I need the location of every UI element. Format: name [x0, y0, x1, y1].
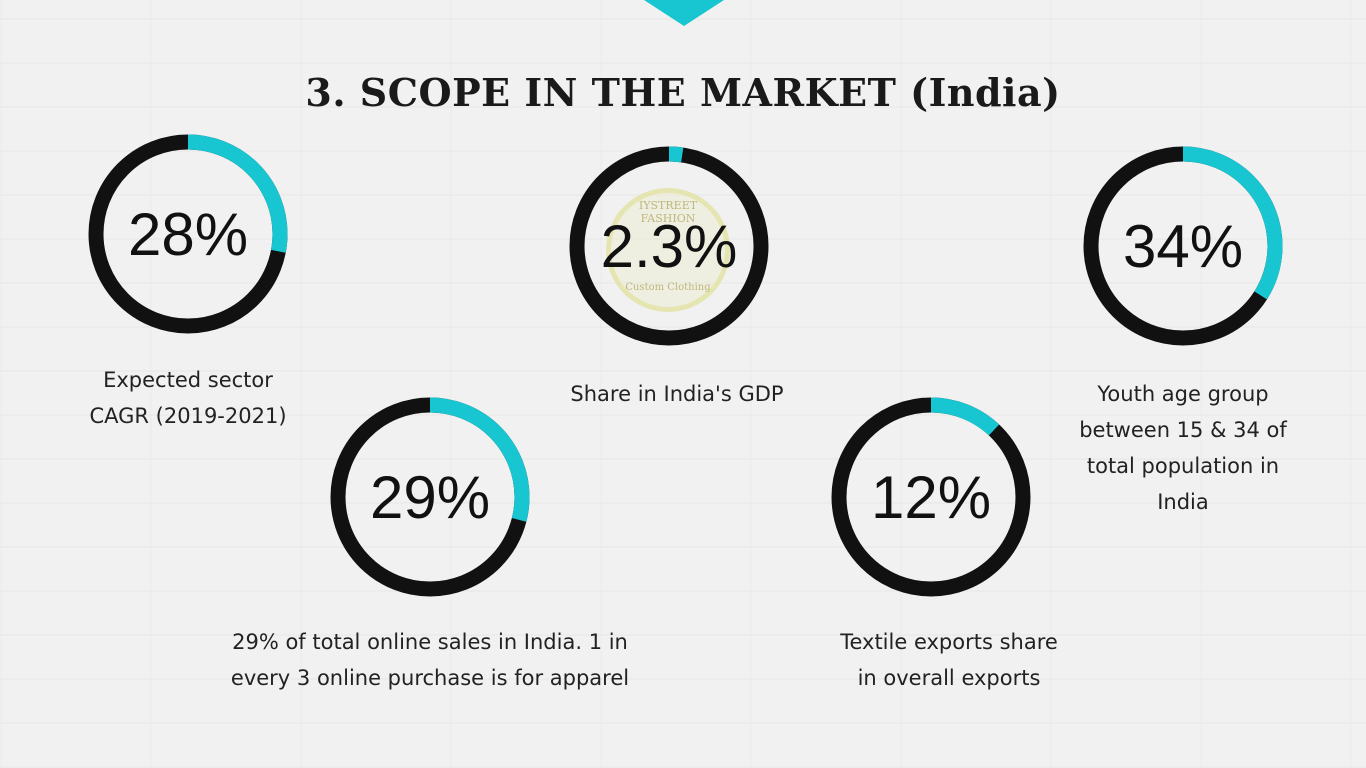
caption-line: in overall exports [857, 666, 1041, 690]
watermark-logo: IYSTREET FASHION Custom Clothing [606, 188, 730, 312]
stat-value: 28% [127, 200, 249, 268]
watermark-bottom-text: Custom Clothing [625, 282, 711, 293]
stat-value: 34% [1122, 212, 1244, 280]
ring-value-arc [831, 397, 1031, 597]
caption-line: 29% of total online sales in India. 1 in [232, 630, 628, 654]
donut-chart [330, 397, 530, 597]
stat-caption-cagr: Expected sector CAGR (2019-2021) [58, 362, 318, 434]
caption-line: between 15 & 34 of [1079, 418, 1287, 442]
stat-ring-gdp: 2.3% [569, 146, 769, 346]
ring-value-arc [569, 146, 769, 346]
stat-caption-exports: Textile exports share in overall exports [799, 624, 1099, 696]
stat-value: 29% [369, 463, 491, 531]
stat-ring-online-sales: 29% [330, 397, 530, 597]
caption-line: total population in [1086, 454, 1280, 478]
page-title: 3. SCOPE IN THE MARKET (India) [305, 70, 1061, 115]
stat-caption-gdp: Share in India's GDP [527, 376, 827, 412]
stat-value: 2.3% [600, 212, 738, 280]
donut-chart [831, 397, 1031, 597]
donut-chart [88, 134, 288, 334]
caption-line: Share in India's GDP [570, 382, 784, 406]
ring-value-arc [330, 397, 530, 597]
caption-line: Expected sector [103, 368, 273, 392]
caption-line: CAGR (2019-2021) [89, 404, 287, 428]
watermark-top-text: IYSTREET FASHION [638, 199, 698, 225]
stat-caption-online-sales: 29% of total online sales in India. 1 in… [190, 624, 670, 696]
stat-ring-youth: 34% [1083, 146, 1283, 346]
stat-ring-cagr: 28% [88, 134, 288, 334]
caption-line: every 3 online purchase is for apparel [230, 666, 630, 690]
stat-caption-youth: Youth age group between 15 & 34 of total… [1048, 376, 1318, 520]
ring-value-arc [88, 134, 288, 334]
ring-value-arc [1083, 146, 1283, 346]
caption-line: Youth age group [1097, 382, 1269, 406]
caption-line: Textile exports share [840, 630, 1058, 654]
header-notch [644, 0, 724, 26]
stat-value: 12% [870, 463, 992, 531]
donut-chart [569, 146, 769, 346]
donut-chart [1083, 146, 1283, 346]
caption-line: India [1157, 490, 1209, 514]
stat-ring-exports: 12% [831, 397, 1031, 597]
